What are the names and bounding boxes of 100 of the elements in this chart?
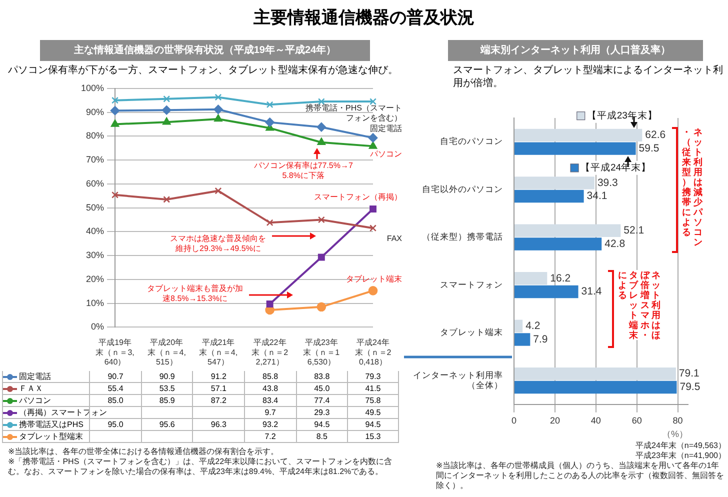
annotation: パソコン保有率は77.5%→75.8%に下落 [252, 160, 354, 180]
point [112, 191, 118, 198]
data-label: 75.8 [347, 395, 399, 407]
annotation: 携帯電話・PHS（スマートフォンを含む） [306, 104, 402, 123]
data-label: 16.2 [550, 272, 571, 284]
x-tick-label: 20 [550, 415, 560, 426]
data-label: 93.2 [244, 419, 296, 431]
text: ※当該比率は、各年の世帯全体における各情報通信機器の保有割合を示す。 [8, 447, 280, 457]
data-label: 7.2 [244, 431, 296, 443]
data-label: 77.4 [296, 395, 348, 407]
point [163, 196, 170, 203]
point [265, 118, 274, 127]
data-label: 53.5 [140, 383, 192, 395]
data-label: 59.5 [638, 142, 660, 154]
annotation: タブレット端末も普及が加速8.5%→15.3%に [146, 284, 243, 303]
point [214, 187, 222, 194]
point [214, 104, 223, 114]
legend-label: 携帯電話又はPHS [19, 420, 84, 429]
data-label: 55.4 [89, 383, 141, 395]
point [368, 142, 378, 149]
legend-label: パソコン [19, 396, 51, 405]
data-label: 42.8 [604, 238, 626, 250]
y-tick-label: 100% [80, 82, 104, 93]
y-tick-label: 90% [86, 106, 104, 117]
text: FAX [386, 234, 403, 244]
data-label: 31.4 [581, 286, 602, 298]
data-label: 87.2 [192, 395, 244, 407]
x-tick-label: 60 [632, 415, 642, 426]
bar [514, 380, 677, 394]
data-label: 90.7 [89, 371, 141, 383]
y-tick-label: 60% [86, 178, 104, 188]
legend-label: 固定電話 [19, 372, 51, 381]
text: ※当該比率は、各年の世帯構成員（個人）のうち、当該端末を用いて各年の1年間にインターネットを利用したことのある人の比率を示す（複数回答、無回答を除く）。 [436, 461, 725, 491]
y-tick-label: タブレット端末 [440, 327, 503, 338]
point [370, 224, 376, 232]
point [163, 95, 170, 102]
y-tick-label: 10% [86, 298, 104, 308]
data-label: 95.0 [89, 419, 141, 431]
chart-title: 主な情報通信機器の世帯保有状況（平成19年～平成24年） [40, 40, 370, 61]
bar [514, 320, 523, 332]
data-label: 8.5 [296, 431, 348, 443]
x-tick-label: 40 [590, 415, 601, 426]
bar [514, 368, 676, 380]
point [214, 114, 222, 122]
point [368, 286, 378, 296]
point [318, 216, 325, 224]
data-label: 79.3 [347, 371, 399, 383]
data-label: 41.5 [347, 383, 399, 395]
bar [514, 333, 530, 346]
y-tick-label: 20% [86, 274, 104, 284]
x-tick-label: 平成22年末（ｎ＝22,271） [252, 338, 289, 366]
x-tick-label: 平成19年末（ｎ＝3,640） [96, 338, 134, 366]
text: ネット利用はほぼ倍増スマホ・タブレット端末による [618, 270, 661, 340]
legend-label: 【平成24年末】 [580, 162, 652, 174]
data-label: 95.6 [140, 419, 192, 431]
legend-label: 【平成23年末】 [586, 109, 658, 122]
data-label: 90.9 [140, 371, 192, 383]
y-tick-label: スマートフォン [440, 279, 503, 290]
annotation: タブレット端末 [346, 274, 402, 284]
data-label: 85.0 [89, 395, 141, 407]
data-label: 62.6 [645, 129, 666, 142]
y-tick-label: 30% [86, 250, 104, 260]
data-label: 94.5 [347, 419, 399, 431]
legend-label: ＦＡＸ [19, 384, 43, 393]
point [316, 122, 326, 132]
point [162, 117, 171, 125]
bar [514, 224, 621, 237]
x-tick-label: 平成24年末（ｎ＝20,418） [354, 338, 392, 366]
data-label: 83.4 [244, 395, 296, 407]
y-tick-label: 80% [86, 130, 104, 141]
data-label: 34.1 [586, 190, 608, 202]
data-label: 39.3 [597, 176, 618, 189]
point [370, 98, 376, 106]
x-tick-label: 平成21年末（ｎ＝4,547） [198, 338, 238, 366]
point [318, 254, 325, 261]
point [316, 302, 326, 312]
data-label: 85.9 [140, 395, 192, 407]
chart-title: 端末別インターネット利用（人口普及率） [448, 40, 703, 61]
data-label: 94.5 [296, 419, 348, 431]
legend-label: タブレット型端末 [19, 432, 83, 441]
text: 平成24年末（n=49,563） [634, 441, 726, 451]
annotation: スマートフォン（再掲） [314, 192, 402, 202]
text: 主要情報通信機器の普及状況 [252, 7, 476, 29]
y-tick-label: 自宅のパソコン [440, 136, 503, 146]
annotation: パソコン [369, 149, 402, 158]
data-label: 83.8 [296, 371, 348, 383]
data-label: 79.1 [678, 368, 700, 380]
point [162, 105, 172, 115]
data-label: 29.3 [296, 407, 348, 419]
bar [514, 128, 642, 142]
bar [514, 238, 602, 250]
data-label: 15.3 [347, 431, 399, 443]
y-tick-label: 70% [86, 154, 104, 165]
point [110, 106, 120, 116]
bar [514, 142, 636, 155]
annotation: 固定電話 [370, 124, 402, 134]
y-tick-label: インターネット利用率（全体） [413, 370, 503, 390]
annotation: スマホは急速な普及傾向を維持し29.3%→49.5%に [170, 234, 266, 253]
bar [514, 285, 578, 298]
point [214, 94, 222, 101]
